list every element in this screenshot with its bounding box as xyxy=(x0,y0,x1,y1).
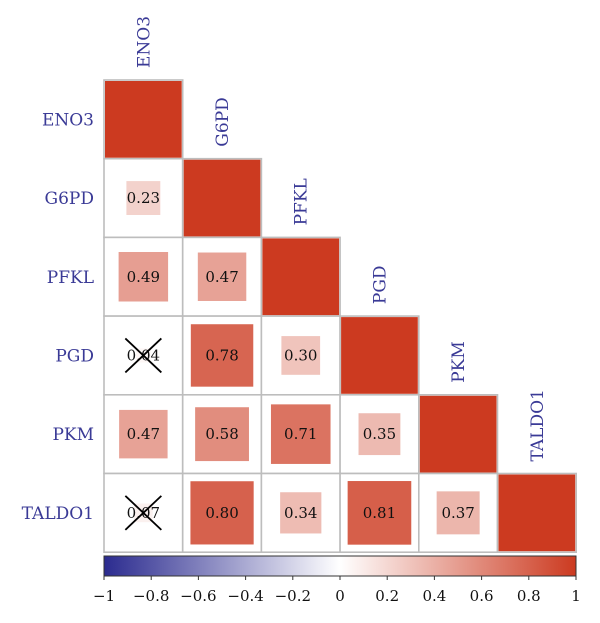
diagonal-cell-pkm xyxy=(419,395,497,473)
colorbar-tick-label: 0.6 xyxy=(470,587,494,605)
diagonal-cell-pgd xyxy=(341,317,418,394)
cell-pfkl-g6pd xyxy=(197,252,247,301)
row-label-g6pd: G6PD xyxy=(45,189,94,209)
row-label-pgd: PGD xyxy=(55,346,94,366)
cell-pkm-pfkl xyxy=(270,404,331,464)
cell-taldo1-pgd xyxy=(347,481,412,545)
cell-value-taldo1-pgd: 0.81 xyxy=(363,504,396,522)
column-label-g6pd: G6PD xyxy=(213,97,233,146)
colorbar-tick-label: 0.2 xyxy=(375,587,399,605)
cell-pgd-pfkl xyxy=(281,336,321,375)
colorbar-tick-label: −0.4 xyxy=(227,587,263,605)
colorbar-tick-label: 0.8 xyxy=(517,587,541,605)
variable-labels: ENO3 ENO3 G6PD G6PD PFKL PFKL PGD PGD PKM PKM TALD… xyxy=(22,16,548,524)
cell-pkm-pgd xyxy=(358,413,401,456)
cell-value-pfkl-g6pd: 0.47 xyxy=(205,268,238,286)
cell-value-taldo1-pfkl: 0.34 xyxy=(284,504,317,522)
colorbar-tick-label: 0.4 xyxy=(422,587,446,605)
cell-pkm-eno3 xyxy=(119,409,168,459)
cell-value-taldo1-pkm: 0.37 xyxy=(441,504,474,522)
heatmap-cells: 0.230.490.470.040.780.300.470.580.710.35… xyxy=(105,81,576,552)
cell-pfkl-eno3 xyxy=(118,252,169,302)
colorbar-gradient xyxy=(103,555,577,577)
colorbar-tick-label: 1 xyxy=(571,587,581,605)
column-label-pkm: PKM xyxy=(449,341,469,383)
colorbar-tick-label: 0 xyxy=(335,587,345,605)
cell-taldo1-g6pd xyxy=(190,481,254,545)
cell-value-pgd-g6pd: 0.78 xyxy=(205,346,238,364)
insignificant-cross-line xyxy=(124,337,162,374)
diagonal-cell-pfkl xyxy=(262,238,340,316)
cell-value-pkm-pgd: 0.35 xyxy=(363,425,396,443)
column-label-taldo1: TALDO1 xyxy=(528,389,548,461)
colorbar-tick-label: −1 xyxy=(93,587,115,605)
row-label-taldo1: TALDO1 xyxy=(22,504,94,524)
cell-value-g6pd-eno3: 0.23 xyxy=(127,189,160,207)
row-label-pfkl: PFKL xyxy=(47,268,94,288)
colorbar-tick-label: −0.6 xyxy=(180,587,216,605)
colorbar-tick-label: −0.8 xyxy=(133,587,169,605)
diagonal-cell-eno3 xyxy=(105,81,182,158)
cell-value-pkm-pfkl: 0.71 xyxy=(284,425,317,443)
cell-g6pd-eno3 xyxy=(126,181,161,216)
cell-frame-pkm-pgd xyxy=(339,393,420,475)
diagonal-cell-taldo1 xyxy=(498,474,576,552)
cell-value-pkm-eno3: 0.47 xyxy=(127,425,160,443)
diagonal-cell-g6pd xyxy=(183,159,261,237)
column-label-pgd: PGD xyxy=(370,265,390,304)
cell-pgd-g6pd xyxy=(190,324,254,387)
cell-value-taldo1-g6pd: 0.80 xyxy=(205,504,238,522)
colorbar-tick-label: −0.2 xyxy=(275,587,311,605)
cell-pkm-g6pd xyxy=(195,407,249,462)
cell-taldo1-pfkl xyxy=(280,492,322,534)
cell-value-pgd-pfkl: 0.30 xyxy=(284,346,317,364)
cell-value-pkm-g6pd: 0.58 xyxy=(205,425,238,443)
row-label-eno3: ENO3 xyxy=(42,110,94,130)
cell-value-pfkl-eno3: 0.49 xyxy=(127,268,160,286)
row-label-pkm: PKM xyxy=(52,425,94,445)
column-label-eno3: ENO3 xyxy=(134,16,154,68)
column-label-pfkl: PFKL xyxy=(292,178,312,225)
cell-taldo1-pkm xyxy=(436,491,480,535)
colorbar: −1 −0.8 −0.6 −0.4 −0.2 0 0.2 0.4 0.6 0.8 1 xyxy=(93,555,581,605)
insignificant-cross-line xyxy=(124,495,162,531)
